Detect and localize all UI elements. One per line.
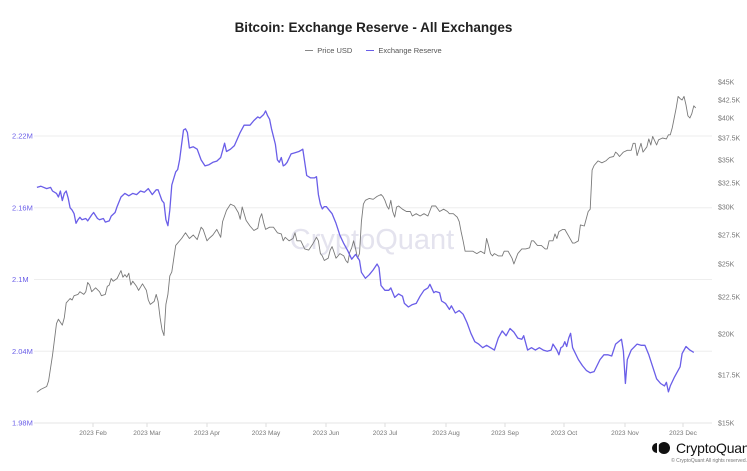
cryptoquant-logo-icon bbox=[652, 442, 670, 454]
y-right-tick-label: $17.5K bbox=[718, 373, 741, 380]
y-right-tick-label: $42.5K bbox=[718, 98, 741, 105]
price-line bbox=[36, 95, 697, 393]
watermark: CryptoQuant bbox=[290, 224, 454, 256]
x-tick-label: 2023 Aug bbox=[432, 430, 460, 437]
y-right-tick-label: $15K bbox=[718, 421, 735, 428]
logo-text: CryptoQuant bbox=[676, 440, 747, 456]
y-right-tick-label: $30K bbox=[718, 205, 735, 212]
y-right-tick-label: $45K bbox=[718, 80, 735, 87]
y-left-tick-label: 2.04M bbox=[12, 347, 33, 356]
x-tick-label: 2023 Mar bbox=[133, 430, 161, 437]
legend-item-price[interactable]: Price USD bbox=[305, 46, 352, 55]
y-right-tick-label: $22.5K bbox=[718, 295, 741, 302]
y-right-tick-label: $20K bbox=[718, 332, 735, 339]
y-right-tick-label: $25K bbox=[718, 262, 735, 269]
x-tick-label: 2023 Feb bbox=[79, 430, 107, 437]
legend-swatch-price bbox=[305, 49, 314, 52]
x-tick-label: 2023 Jun bbox=[313, 430, 340, 437]
x-tick-label: 2023 Jul bbox=[373, 430, 398, 437]
y-right-tick-label: $32.5K bbox=[718, 181, 741, 188]
legend-swatch-reserve bbox=[366, 49, 375, 52]
x-tick-label: 2023 Nov bbox=[611, 430, 640, 437]
y-right-tick-label: $40K bbox=[718, 116, 735, 123]
y-left-tick-label: 2.1M bbox=[12, 275, 29, 284]
copyright-text: © CryptoQuant All rights reserved. bbox=[671, 458, 747, 464]
x-tick-label: 2023 Oct bbox=[551, 430, 578, 437]
legend-item-reserve[interactable]: Exchange Reserve bbox=[366, 46, 442, 55]
x-tick-label: 2023 Dec bbox=[669, 430, 698, 437]
y-left-tick-label: 1.98M bbox=[12, 419, 33, 428]
chart-legend: Price USD Exchange Reserve bbox=[0, 46, 747, 55]
legend-label-reserve: Exchange Reserve bbox=[378, 46, 442, 55]
reserve-line bbox=[36, 110, 695, 393]
legend-label-price: Price USD bbox=[317, 46, 353, 55]
chart-title: Bitcoin: Exchange Reserve - All Exchange… bbox=[234, 20, 513, 35]
y-right-tick-label: $37.5K bbox=[718, 136, 741, 143]
x-tick-label: 2023 Sep bbox=[491, 430, 519, 437]
x-tick-label: 2023 May bbox=[252, 430, 281, 437]
x-tick-label: 2023 Apr bbox=[194, 430, 221, 437]
cryptoquant-logo: CryptoQuant bbox=[650, 440, 747, 456]
y-left-tick-label: 2.16M bbox=[12, 203, 33, 212]
y-left-tick-label: 2.22M bbox=[12, 132, 33, 141]
y-right-tick-label: $27.5K bbox=[718, 233, 741, 240]
y-right-tick-label: $35K bbox=[718, 158, 735, 165]
